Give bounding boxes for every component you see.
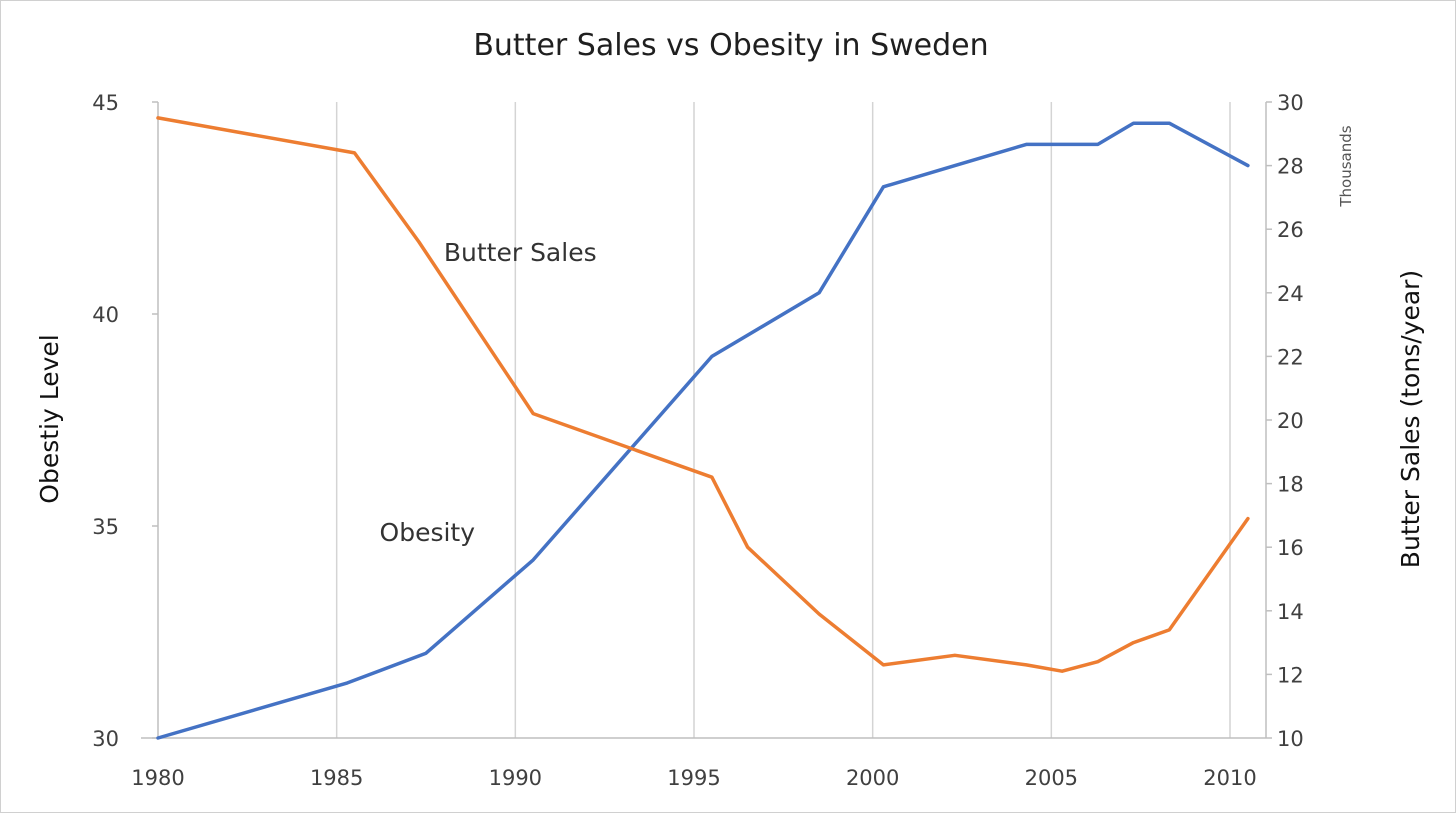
right-y-tick-label: 16 — [1277, 536, 1304, 560]
obesity-annotation: Obesity — [380, 518, 476, 547]
obesity-line — [156, 121, 1250, 740]
left-y-tick-label: 45 — [92, 91, 119, 115]
left-y-tick-label: 30 — [92, 727, 119, 751]
tick-labels: 1980 1985 1990 1995 2000 2005 2010 30 35 40 45 10 12… — [92, 91, 1303, 790]
vertical-gridlines — [335, 102, 1231, 738]
right-axis-title: Butter Sales (tons/year) — [1396, 270, 1425, 568]
series-lines — [156, 116, 1250, 740]
butter-sales-annotation: Butter Sales — [444, 238, 597, 267]
axes — [141, 101, 1272, 739]
right-y-tick-label: 12 — [1277, 663, 1304, 687]
x-tick-label: 1980 — [131, 766, 184, 790]
right-y-tick-label: 10 — [1277, 727, 1304, 751]
butter-sales-line — [156, 116, 1250, 673]
right-y-tick-label: 30 — [1277, 91, 1304, 115]
x-tick-label: 1995 — [667, 766, 720, 790]
right-y-tick-label: 22 — [1277, 345, 1304, 369]
right-y-tick-label: 24 — [1277, 282, 1304, 306]
right-axis-unit: Thousands — [1337, 125, 1355, 207]
left-y-tick-label: 40 — [92, 303, 119, 327]
x-tick-label: 2010 — [1203, 766, 1256, 790]
x-tick-label: 1985 — [310, 766, 363, 790]
chart-title: Butter Sales vs Obesity in Sweden — [473, 28, 988, 63]
left-y-tick-label: 35 — [92, 515, 119, 539]
right-y-tick-label: 18 — [1277, 473, 1304, 497]
right-y-tick-label: 26 — [1277, 218, 1304, 242]
right-y-tick-label: 20 — [1277, 409, 1304, 433]
series-annotations: Butter Sales Obesity — [380, 238, 597, 547]
x-tick-label: 1990 — [489, 766, 542, 790]
right-y-tick-label: 28 — [1277, 155, 1304, 179]
right-y-tick-label: 14 — [1277, 600, 1304, 624]
x-tick-label: 2000 — [846, 766, 899, 790]
x-tick-label: 2005 — [1025, 766, 1078, 790]
left-axis-title: Obestiy Level — [35, 334, 64, 503]
